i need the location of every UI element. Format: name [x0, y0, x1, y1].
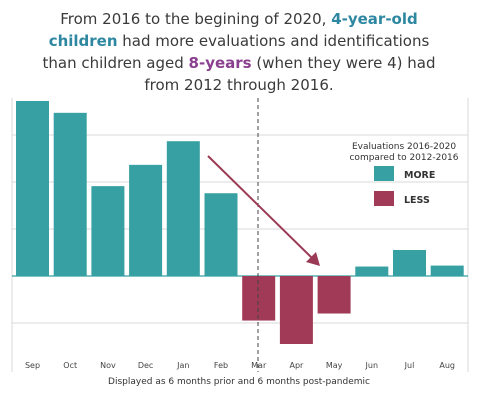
bar-jan [166, 141, 200, 276]
legend-title-line-2: compared to 2012-2016 [349, 153, 458, 163]
title-text: (when they were 4) had [251, 54, 436, 72]
bar-jun [355, 266, 389, 276]
bar-feb [204, 193, 238, 276]
legend-swatch-more [374, 166, 394, 181]
x-tick-label: Nov [100, 361, 116, 370]
x-tick-label: Dec [138, 361, 153, 370]
chart-title: From 2016 to the begining of 2020, 4-yea… [0, 8, 478, 96]
trend-arrow [207, 155, 320, 266]
bar-sep [16, 101, 49, 276]
title-highlight-4-year-old: 4-year-old [331, 10, 418, 28]
title-text: From 2016 to the begining of 2020, [60, 10, 332, 28]
bar-mar [242, 276, 276, 321]
bars [16, 101, 464, 344]
x-axis-tick-labels: Sep Oct Nov Dec Jan Feb Mar Apr May Jun Jul Aug [25, 361, 455, 370]
legend: Evaluations 2016-2020 compared to 2012-2… [349, 142, 459, 206]
x-tick-label: Aug [439, 361, 455, 370]
gridlines [11, 98, 469, 372]
bar-aug [430, 265, 464, 276]
title-text: than children aged [42, 54, 189, 72]
bar-jul [393, 249, 426, 276]
title-line-2: children had more evaluations and identi… [0, 30, 478, 52]
x-tick-label: Jul [404, 361, 415, 370]
bar-may [317, 276, 351, 314]
x-tick-label: Feb [214, 361, 228, 370]
title-highlight-children: children [48, 32, 118, 50]
x-tick-label: Mar [251, 361, 267, 370]
x-tick-label: Jan [176, 361, 189, 370]
x-tick-label: May [326, 361, 343, 370]
legend-label-less: LESS [404, 195, 430, 206]
title-line-4: from 2012 through 2016. [144, 76, 334, 94]
x-tick-label: Sep [25, 361, 40, 370]
legend-label-more: MORE [404, 170, 435, 181]
x-tick-label: Jun [365, 361, 379, 370]
bar-dec [129, 164, 163, 276]
title-text: had more evaluations and identifications [117, 32, 430, 50]
legend-swatch-less [374, 191, 394, 206]
chart-footer-note: Displayed as 6 months prior and 6 months… [108, 377, 370, 387]
trend-arrow-line [207, 155, 313, 259]
x-tick-label: Oct [63, 361, 77, 370]
bar-nov [91, 186, 125, 276]
trend-arrow-head [306, 252, 320, 266]
title-line-3: than children aged 8-years (when they we… [0, 52, 478, 74]
x-tick-label: Apr [289, 361, 304, 370]
title-line-1: From 2016 to the begining of 2020, 4-yea… [0, 8, 478, 30]
legend-title-line-1: Evaluations 2016-2020 [352, 142, 456, 152]
bar-oct [53, 112, 87, 276]
title-highlight-8-years: 8-years [188, 54, 252, 72]
bar-apr [279, 276, 313, 344]
